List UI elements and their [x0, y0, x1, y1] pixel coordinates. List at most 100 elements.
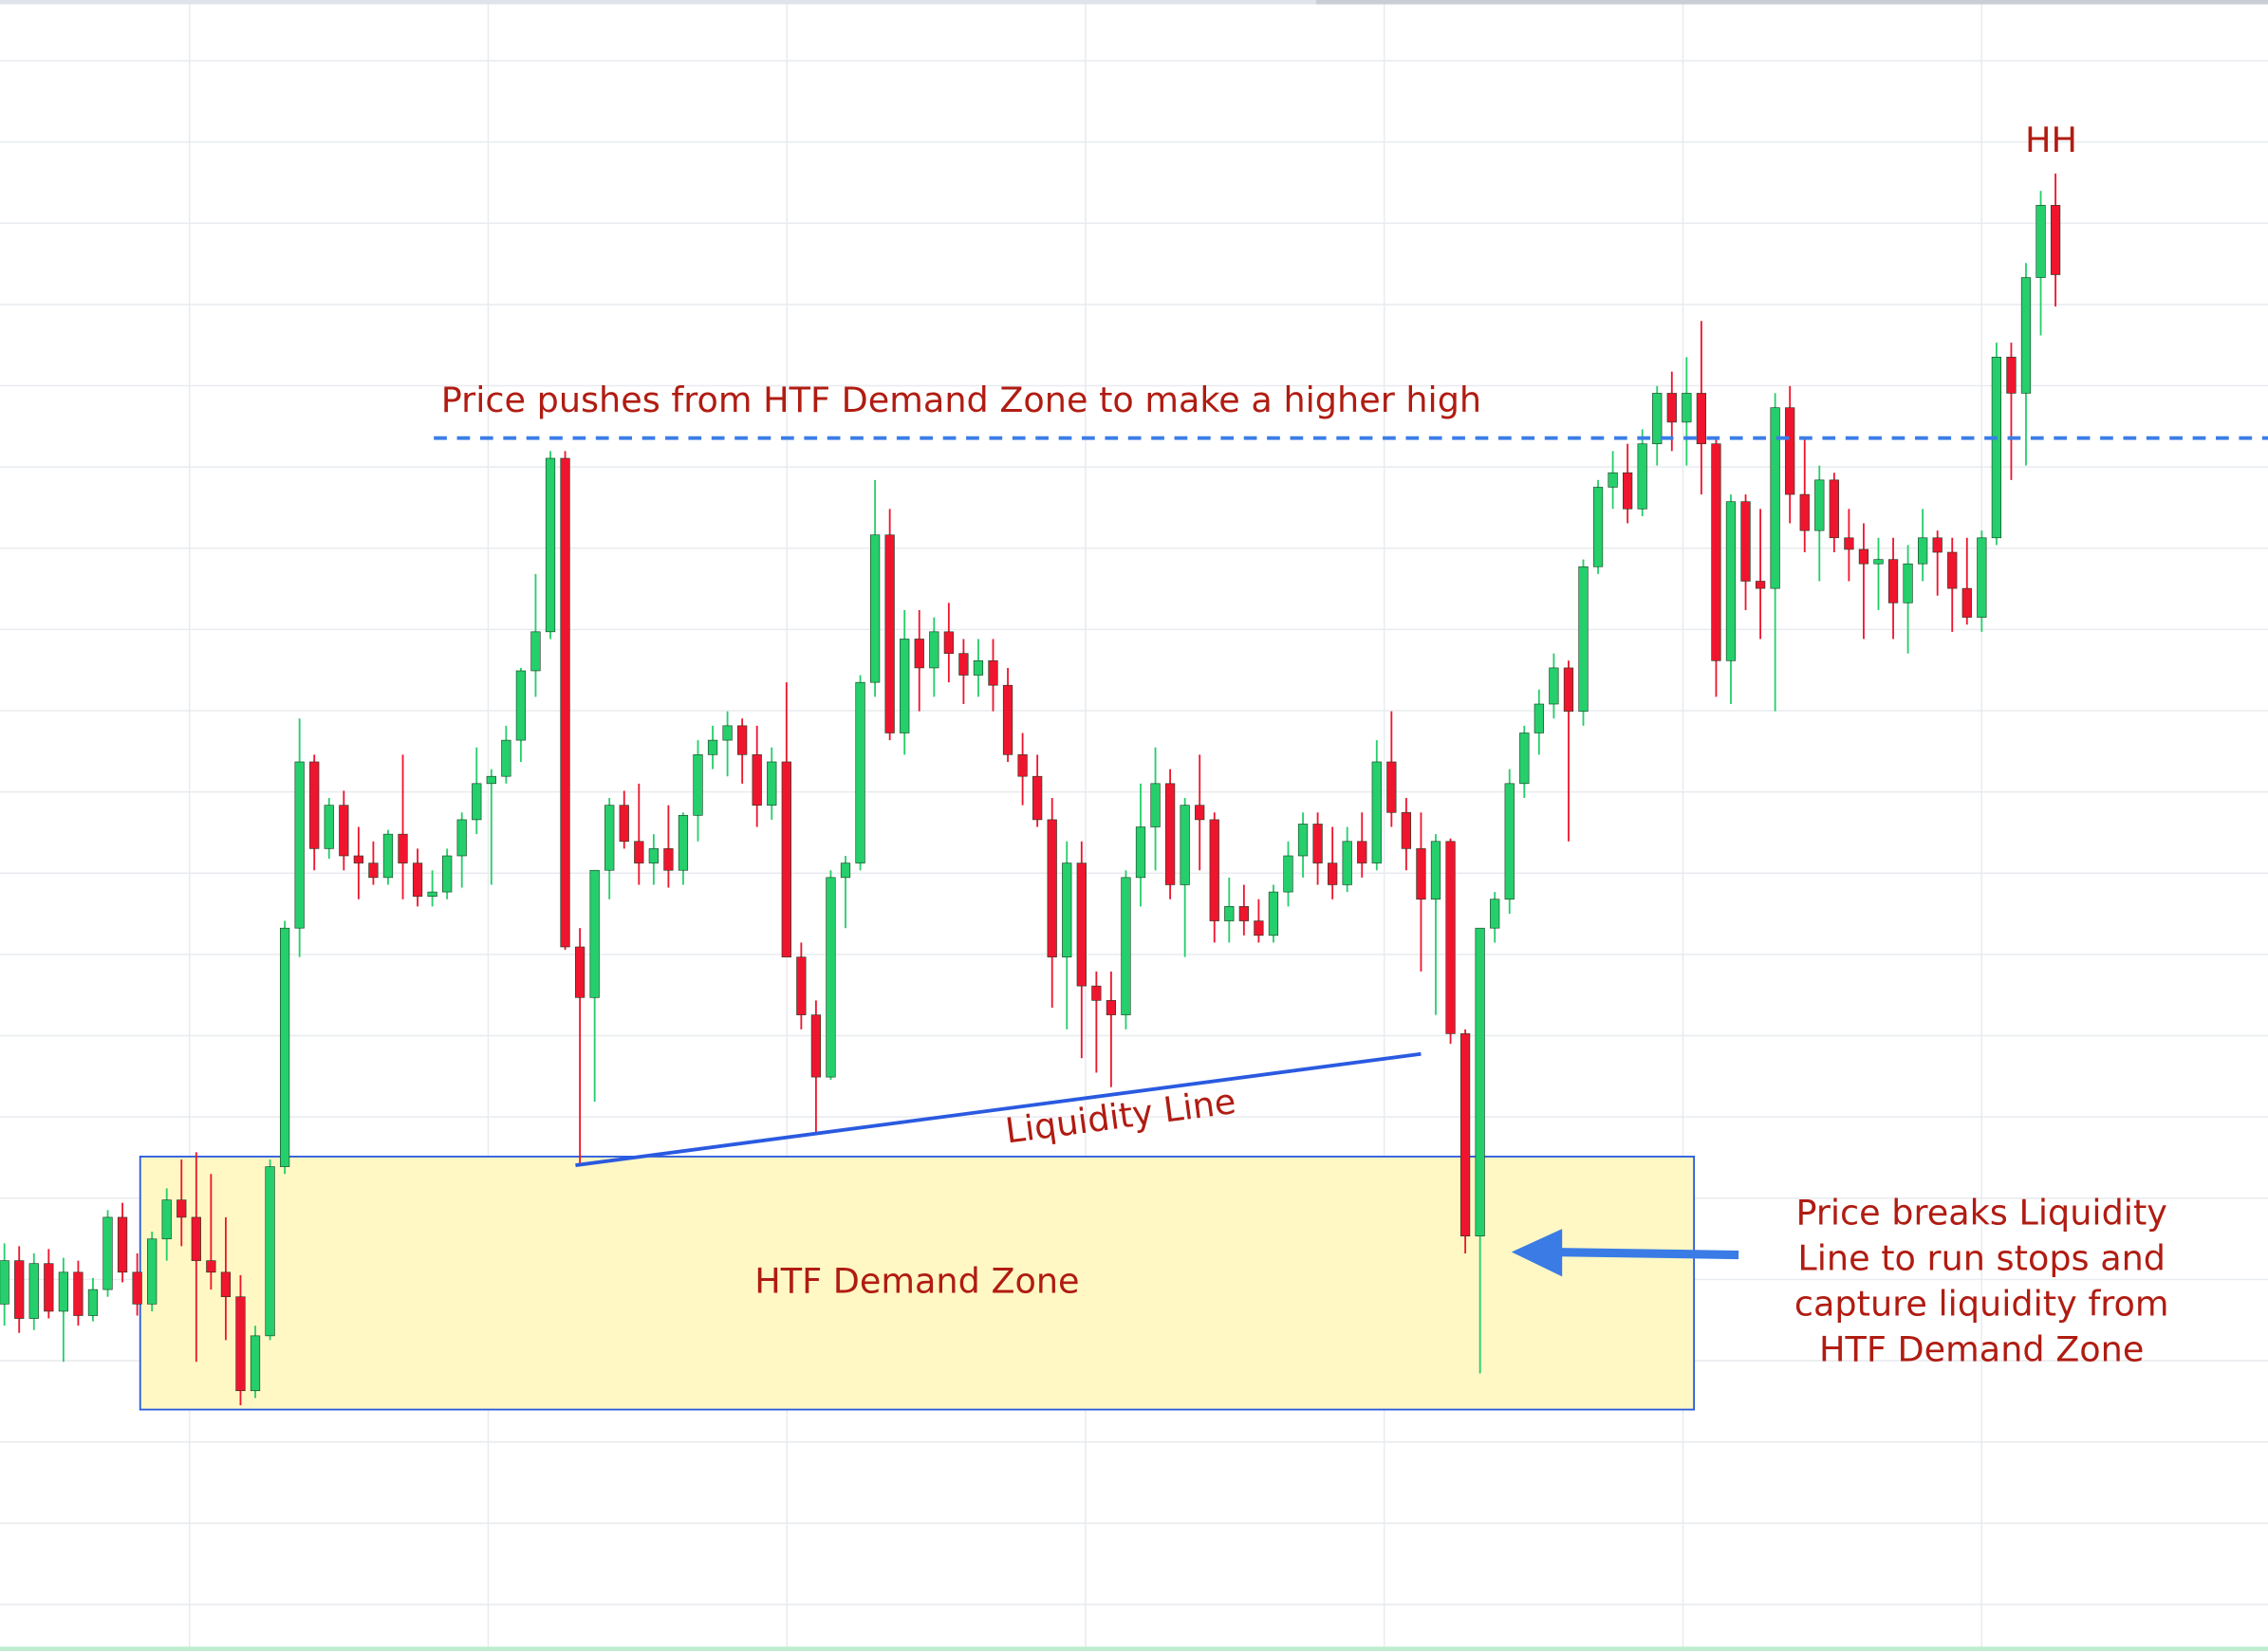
candle-body [722, 725, 733, 741]
candle-body [2050, 205, 2061, 275]
candle-body [1534, 703, 1544, 733]
candle-body [1490, 899, 1500, 929]
candle-body [147, 1238, 158, 1305]
liquidity-line [575, 1051, 1422, 1167]
candle-body [1918, 537, 1928, 565]
candle-body [1652, 393, 1663, 445]
candle-body [2036, 205, 2046, 278]
candle-body [604, 805, 615, 871]
candle-body [412, 863, 423, 897]
candle-body [1519, 733, 1530, 785]
candle-body [648, 848, 659, 863]
candle-body [1268, 891, 1279, 937]
candle-body [2006, 357, 2017, 394]
candle-body [206, 1260, 216, 1273]
demand-zone [139, 1156, 1696, 1411]
candle-body [339, 805, 349, 857]
candle-body [1903, 563, 1913, 603]
candle-body [102, 1216, 113, 1290]
candle-body [44, 1263, 54, 1312]
candle-body [781, 761, 791, 957]
arrow-shaft [1547, 1247, 1739, 1260]
candle-body [1401, 811, 1412, 849]
candle-body [73, 1271, 84, 1316]
candle-body [1209, 819, 1219, 921]
level-label: Price pushes from HTF Demand Zone to mak… [441, 380, 1481, 420]
candle-body [472, 783, 482, 821]
candle-body [235, 1296, 246, 1392]
candle-body [1017, 754, 1028, 777]
candle-body [1357, 841, 1367, 863]
candle-body [515, 670, 527, 741]
candle-body [1725, 501, 1737, 661]
candle-body [678, 815, 689, 871]
candle-body [1770, 407, 1780, 589]
candle-body [707, 739, 718, 755]
candle-body [1091, 985, 1102, 1001]
candle-body [1371, 761, 1382, 863]
candle-body [382, 833, 394, 879]
candle-body [294, 761, 305, 929]
candle-body [1238, 906, 1249, 921]
candle-body [884, 534, 895, 733]
candle-body [619, 805, 629, 843]
candle-body [1445, 841, 1456, 1034]
candle-body [1002, 684, 1013, 755]
candle-body [132, 1271, 142, 1305]
candle-body [530, 631, 541, 672]
candle-body [1297, 824, 1309, 857]
candle-body [693, 754, 703, 816]
candle-body [1475, 927, 1485, 1237]
candle-body [1961, 587, 1972, 618]
candle-body [1666, 393, 1677, 423]
candle-body [1047, 819, 1057, 957]
candle-body [87, 1289, 99, 1316]
candle-body [1195, 805, 1205, 821]
candle-body [309, 761, 320, 849]
candle-body [1224, 906, 1235, 921]
candle-body [840, 863, 851, 879]
candle-body [0, 1260, 9, 1305]
candle-body [914, 639, 924, 669]
candle-body [855, 681, 865, 863]
candle-body [988, 660, 998, 686]
top-border [0, 0, 2268, 5]
candle-body [28, 1263, 39, 1319]
candle-body [574, 946, 586, 998]
candle-body [1740, 501, 1751, 582]
candle-body [1858, 548, 1869, 565]
candle-body [1106, 1000, 1117, 1015]
candle-body [501, 739, 511, 777]
candle-body [1947, 551, 1958, 589]
note-line: Price breaks Liquidity [1795, 1192, 2166, 1233]
candle-body [1549, 667, 1559, 705]
candle-body [353, 855, 363, 863]
candle-body [1814, 479, 1825, 531]
candle-body [796, 956, 807, 1015]
candle-body [1977, 537, 1987, 618]
candle-body [1991, 357, 2002, 539]
note-line: capture liquidity from [1794, 1283, 2169, 1324]
candle-body [14, 1260, 25, 1319]
candle-body [1696, 393, 1707, 445]
candle-body [1459, 1033, 1471, 1237]
candle-body [634, 841, 644, 863]
candle-body [1623, 472, 1633, 510]
candle-body [161, 1199, 172, 1240]
candle-body [900, 639, 910, 733]
candle-body [368, 863, 379, 879]
candle-body [1504, 783, 1515, 900]
candle-body [177, 1199, 187, 1218]
candle-body [442, 855, 453, 893]
candle-body [1829, 479, 1839, 539]
candle-body [1328, 863, 1338, 885]
candle-body [1578, 566, 1589, 712]
candle-body [1799, 493, 1810, 531]
candle-body [1342, 841, 1352, 885]
note-line: Line to run stops and [1797, 1237, 2166, 1278]
candle-body [324, 805, 334, 849]
candle-body [250, 1335, 261, 1392]
candle-body [545, 457, 556, 633]
candle-body [737, 725, 748, 755]
